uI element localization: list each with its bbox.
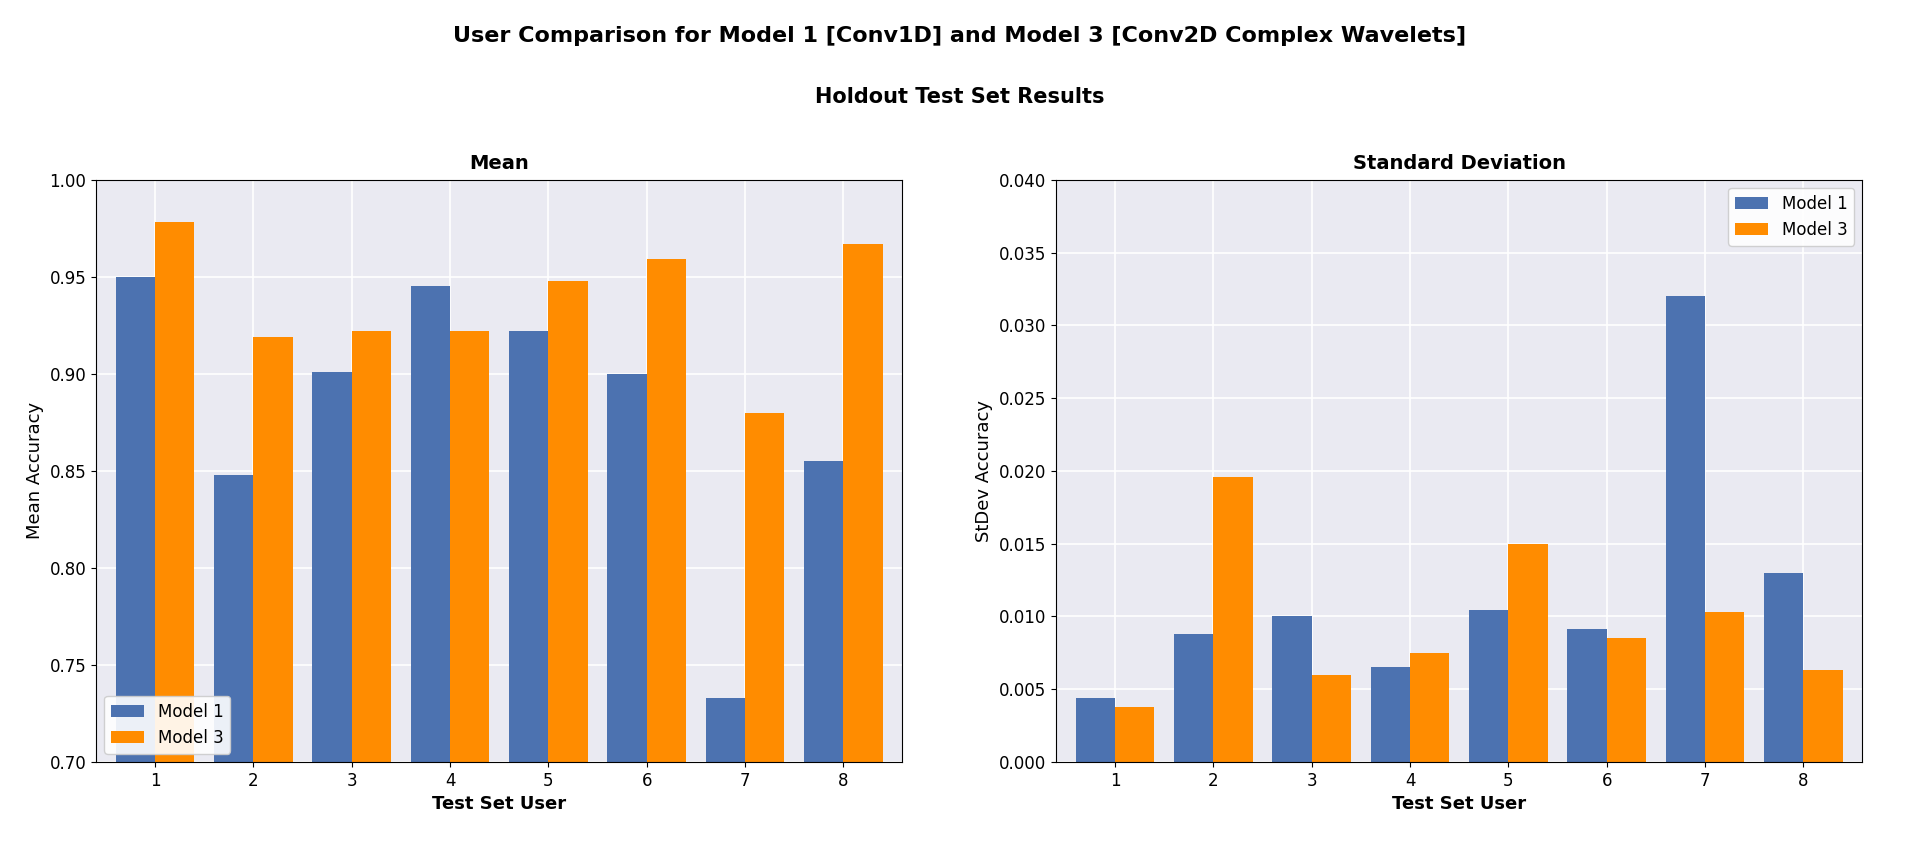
Bar [313, 372, 351, 856]
Bar [449, 331, 490, 856]
Bar [707, 698, 745, 856]
Text: User Comparison for Model 1 [Conv1D] and Model 3 [Conv2D Complex Wavelets]: User Comparison for Model 1 [Conv1D] and… [453, 26, 1467, 45]
Bar [411, 287, 449, 856]
Legend: Model 1, Model 3: Model 1, Model 3 [104, 696, 230, 753]
Bar [1371, 668, 1409, 762]
Bar [1705, 612, 1745, 762]
Y-axis label: Mean Accuracy: Mean Accuracy [25, 402, 44, 539]
Bar [1075, 698, 1116, 762]
X-axis label: Test Set User: Test Set User [432, 795, 566, 813]
Title: Mean: Mean [468, 153, 530, 173]
Bar [509, 331, 549, 856]
Bar [1469, 610, 1509, 762]
Text: Holdout Test Set Results: Holdout Test Set Results [816, 86, 1104, 107]
Bar [549, 281, 588, 856]
Bar [1607, 639, 1645, 762]
Bar [1567, 629, 1607, 762]
Bar [115, 276, 156, 856]
Bar [843, 244, 883, 856]
Bar [607, 374, 647, 856]
Bar [647, 259, 685, 856]
Bar [1509, 544, 1548, 762]
Bar [156, 223, 194, 856]
Bar [1173, 633, 1213, 762]
Bar [1311, 675, 1352, 762]
Bar [1803, 670, 1843, 762]
Bar [213, 475, 253, 856]
Bar [1273, 616, 1311, 762]
Bar [351, 331, 392, 856]
Bar [1764, 573, 1803, 762]
Bar [1667, 296, 1705, 762]
Bar [1409, 652, 1450, 762]
Bar [1116, 706, 1154, 762]
Bar [804, 461, 843, 856]
X-axis label: Test Set User: Test Set User [1392, 795, 1526, 813]
Legend: Model 1, Model 3: Model 1, Model 3 [1728, 188, 1855, 246]
Title: Standard Deviation: Standard Deviation [1354, 153, 1565, 173]
Bar [745, 413, 785, 856]
Y-axis label: StDev Accuracy: StDev Accuracy [975, 400, 993, 542]
Bar [253, 337, 292, 856]
Bar [1213, 477, 1252, 762]
